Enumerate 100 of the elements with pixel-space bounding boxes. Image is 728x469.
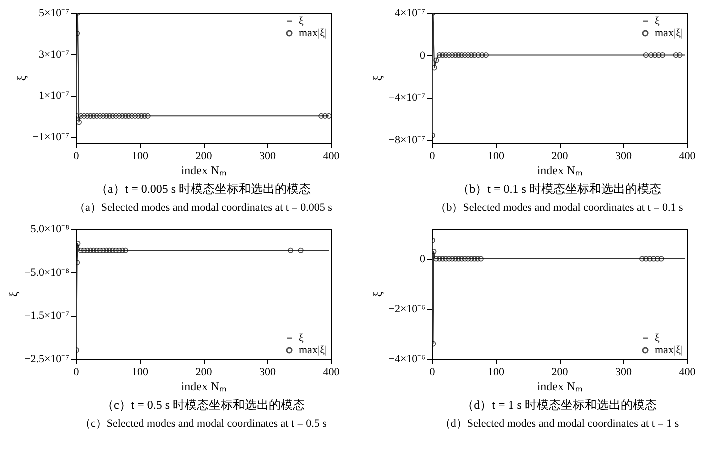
y-axis-title: ξ: [370, 75, 385, 82]
point: [100, 248, 106, 254]
legend-label: ξ: [299, 332, 304, 344]
point: [440, 256, 446, 262]
point: [81, 248, 88, 254]
point: [677, 52, 683, 58]
point: [456, 256, 462, 262]
y-tick-label: −1×10⁻⁷: [32, 131, 70, 144]
point: [91, 248, 97, 254]
point: [104, 248, 110, 254]
x-axis-title: index Nₘ: [537, 164, 583, 178]
point: [476, 52, 482, 58]
x-tick-label: 100: [132, 366, 149, 378]
x-tick-label: 200: [196, 366, 213, 378]
point: [483, 52, 489, 58]
point: [122, 248, 129, 254]
y-tick-label: −4×10⁻⁷: [388, 92, 426, 104]
point: [136, 113, 142, 119]
point: [436, 52, 442, 58]
point: [452, 256, 458, 262]
x-tick-label: 100: [488, 150, 505, 162]
point: [647, 256, 653, 262]
point: [122, 113, 129, 119]
point: [656, 52, 662, 58]
point: [651, 256, 657, 262]
x-tick-label: 0: [74, 366, 80, 378]
y-tick-label: 5.0×10⁻⁸: [30, 224, 70, 236]
point: [84, 113, 90, 119]
line-series: [432, 13, 686, 136]
point: [432, 65, 438, 71]
point: [446, 256, 452, 262]
y-tick-label: −4×10⁻⁶: [388, 354, 426, 366]
text: （c）t = 0.5 s 时模态坐标和选出的模态: [102, 398, 306, 412]
point: [116, 248, 122, 254]
point: [459, 256, 465, 262]
point: [142, 113, 148, 119]
point: [456, 52, 462, 58]
y-axis-title: ξ: [14, 75, 29, 82]
point: [100, 113, 106, 119]
point: [436, 256, 442, 262]
x-axis-title: index Nₘ: [181, 164, 227, 178]
point: [466, 256, 472, 262]
point: [113, 248, 119, 254]
point: [475, 256, 481, 262]
point: [120, 113, 126, 119]
text: （b）Selected modes and modal coordinates at t = 0.1 s: [436, 202, 684, 214]
point: [468, 256, 474, 262]
y-tick-label: 3×10⁻⁷: [38, 48, 70, 61]
line-series: [76, 13, 330, 123]
point: [326, 113, 331, 119]
point: [94, 113, 100, 119]
x-tick-label: 300: [616, 150, 632, 162]
legend-label: max|ξ|: [655, 344, 684, 356]
point: [76, 30, 80, 36]
x-tick-label: 200: [196, 150, 213, 162]
point: [138, 113, 144, 119]
x-tick-label: 300: [260, 366, 276, 378]
legend-label: ξ: [655, 16, 660, 28]
legend-label: ξ: [655, 332, 660, 344]
point: [658, 256, 664, 262]
point: [446, 52, 452, 58]
point: [97, 113, 104, 119]
point: [452, 52, 458, 58]
x-axis-title: index Nₘ: [181, 380, 227, 394]
text: （d）Selected modes and modal coordinates at t = 1 s: [440, 418, 680, 430]
y-tick-label: 0: [420, 254, 426, 266]
point: [472, 52, 478, 58]
point: [432, 341, 436, 347]
point: [432, 248, 437, 255]
legend-label: max|ξ|: [299, 28, 328, 40]
point: [113, 113, 119, 119]
point: [106, 248, 113, 254]
text: （a）Selected modes and modal coordinates at t = 0.005 s: [74, 202, 332, 214]
point: [116, 113, 122, 119]
point: [640, 256, 646, 262]
point: [298, 248, 304, 254]
point: [478, 256, 484, 262]
text: （a）t = 0.005 s 时模态坐标和选出的模态: [96, 182, 312, 196]
y-tick-label: −2.5×10⁻⁷: [24, 354, 70, 366]
y-tick-label: 5×10⁻⁷: [38, 8, 70, 20]
point: [450, 256, 456, 262]
point: [288, 248, 294, 254]
point: [78, 248, 84, 254]
point: [104, 113, 110, 119]
x-tick-label: 200: [552, 150, 569, 162]
legend-label: max|ξ|: [655, 28, 684, 40]
y-tick-label: −2×10⁻⁶: [388, 304, 426, 316]
point: [480, 52, 486, 58]
point: [434, 256, 440, 262]
x-tick-label: 300: [260, 150, 276, 162]
point: [440, 52, 446, 58]
x-tick-label: 400: [323, 366, 340, 378]
point: [106, 113, 113, 119]
point: [110, 113, 116, 119]
point: [654, 256, 660, 262]
text: （c）Selected modes and modal coordinates at t = 0.5 s: [80, 418, 327, 430]
point: [468, 52, 474, 58]
line-series: [432, 240, 686, 344]
point: [459, 52, 465, 58]
point: [673, 52, 679, 58]
